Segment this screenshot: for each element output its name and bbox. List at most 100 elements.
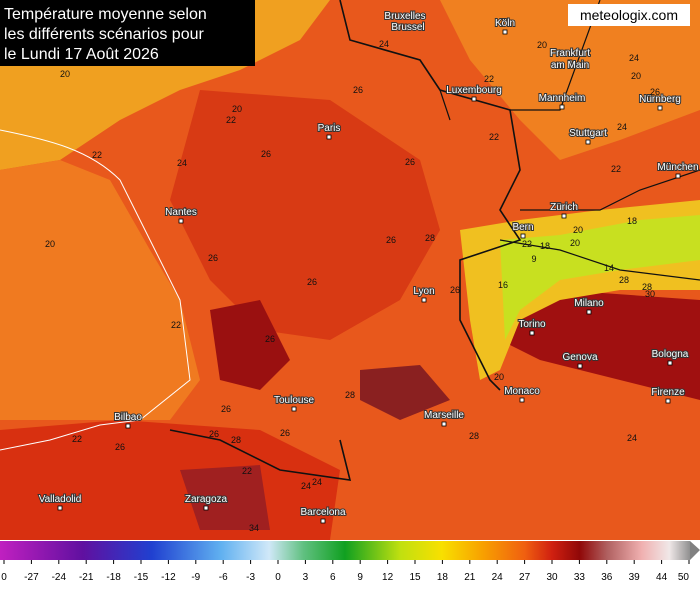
provence-hotspot <box>360 365 450 420</box>
colorbar-tick-label: -24 <box>52 572 67 583</box>
contour-label: 20 <box>232 104 242 114</box>
colorbar-tick-label: 3 <box>303 572 309 583</box>
colorbar-tick-label: -3 <box>246 572 255 583</box>
borders-2 <box>439 0 700 281</box>
city-label: Bruxelles <box>384 11 425 22</box>
city-marker <box>203 505 209 511</box>
city-label: Milano <box>574 298 604 309</box>
colorbar-arrow <box>690 541 700 560</box>
colorbar-tick-label: 0 <box>1 572 7 583</box>
atlantic <box>0 160 200 420</box>
city-label: Monaco <box>504 386 540 397</box>
city-marker <box>421 297 427 303</box>
contour-label: 18 <box>540 241 550 251</box>
city-marker <box>520 233 526 239</box>
contour-label: 26 <box>353 85 363 95</box>
city-marker <box>471 96 477 102</box>
contour-label: 20 <box>45 239 55 249</box>
contour-label: 24 <box>379 39 389 49</box>
city-label: Toulouse <box>274 395 314 406</box>
contour-label: 26 <box>115 442 125 452</box>
contour-label: 28 <box>345 390 355 400</box>
title-line: Température moyenne selon <box>4 6 207 23</box>
city-label: Lyon <box>413 286 434 297</box>
city-marker <box>178 218 184 224</box>
contour-label: 28 <box>619 275 629 285</box>
colorbar <box>0 541 690 560</box>
contour-label: 34 <box>249 523 259 533</box>
contour-label: 26 <box>208 253 218 263</box>
city-marker <box>320 518 326 524</box>
alps-cooler <box>500 215 700 340</box>
contour-label: 22 <box>72 434 82 444</box>
contour-label: 22 <box>92 150 102 160</box>
title-line: le Lundi 17 Août 2026 <box>4 46 159 63</box>
contour-label: 20 <box>60 69 70 79</box>
city-label: Bilbao <box>114 412 142 423</box>
city-label: Köln <box>495 18 515 29</box>
colorbar-tick-label: 39 <box>629 572 641 583</box>
colorbar-tick-label: 36 <box>601 572 613 583</box>
contour-label: 20 <box>631 71 641 81</box>
colorbar-tick-label: 12 <box>382 572 394 583</box>
city-marker <box>657 105 663 111</box>
city-marker <box>519 397 525 403</box>
ebro-hotspot <box>180 465 270 530</box>
colorbar-tick-label: -6 <box>219 572 228 583</box>
colorbar-tick-label: 33 <box>574 572 586 583</box>
city-marker <box>326 134 332 140</box>
colorbar-tick-label: -12 <box>161 572 176 583</box>
city-label: Brussel <box>391 22 424 33</box>
colorbar-tick-label: -27 <box>24 572 39 583</box>
city-label: Paris <box>318 123 341 134</box>
contour-label: 22 <box>171 320 181 330</box>
contour-label: 28 <box>469 431 479 441</box>
contour-label: 30 <box>645 289 655 299</box>
contour-label: 24 <box>629 53 639 63</box>
city-marker <box>559 104 565 110</box>
city-marker <box>57 505 63 511</box>
contour-label: 20 <box>494 372 504 382</box>
coastline <box>0 129 191 451</box>
brand: meteologix.com <box>580 7 678 23</box>
aquitaine-hotspot <box>210 300 290 390</box>
title-box <box>0 0 255 66</box>
contour-label: 26 <box>261 149 271 159</box>
city-marker <box>567 59 573 65</box>
brand-box <box>568 4 690 26</box>
contour-label: 24 <box>312 477 322 487</box>
colorbar-tick-label: -21 <box>79 572 94 583</box>
contour-label: 24 <box>617 122 627 132</box>
city-marker <box>561 213 567 219</box>
contour-label: 28 <box>231 435 241 445</box>
contour-label: 26 <box>307 277 317 287</box>
contour-label: 24 <box>177 158 187 168</box>
contour-label: 20 <box>573 225 583 235</box>
city-label: Zaragoza <box>185 494 228 505</box>
contour-label: 16 <box>498 280 508 290</box>
city-marker <box>665 398 671 404</box>
contour-label: 26 <box>209 429 219 439</box>
city-label: Marseille <box>424 410 464 421</box>
colorbar-tick-label: 44 <box>656 572 668 583</box>
colorbar-tick-label: 9 <box>357 572 363 583</box>
colorbar-tick-label: 30 <box>546 572 558 583</box>
contour-label: 20 <box>537 40 547 50</box>
contour-label: 24 <box>627 433 637 443</box>
contour-label: 22 <box>226 115 236 125</box>
colorbar-tick-label: 27 <box>519 572 531 583</box>
colorbar-tick-label: 24 <box>492 572 504 583</box>
city-label: am Main <box>551 60 589 71</box>
contour-label: 26 <box>450 285 460 295</box>
contour-label: 20 <box>570 238 580 248</box>
contour-label: 28 <box>642 282 652 292</box>
city-label: Barcelona <box>300 507 345 518</box>
colorbar-tick-label: 15 <box>409 572 421 583</box>
contour-label: 9 <box>531 254 536 264</box>
city-label: Valladolid <box>39 494 82 505</box>
contour-label: 22 <box>242 466 252 476</box>
city-label: Nantes <box>165 207 197 218</box>
city-label: Genova <box>562 352 597 363</box>
colorbar-tick-label: -18 <box>106 572 121 583</box>
